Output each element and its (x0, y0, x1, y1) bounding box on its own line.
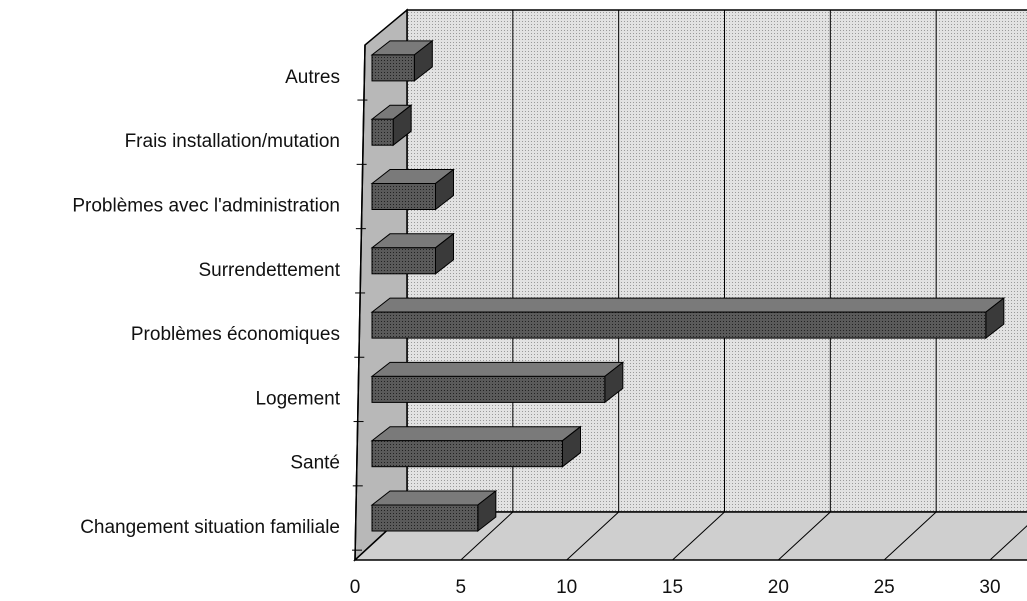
y-tick-label: Surrendettement (198, 260, 340, 281)
floor-grid-line (777, 511, 831, 561)
y-tick-label: Changement situation familiale (80, 517, 340, 538)
floor-grid-line (460, 511, 514, 561)
bar (371, 183, 436, 210)
bar (371, 54, 415, 82)
x-tick-label: 0 (350, 577, 361, 598)
y-tick-label: Problèmes économiques (131, 324, 340, 345)
y-tick-label: Autres (285, 67, 340, 88)
bar (371, 247, 436, 275)
y-tick-label: Frais installation/mutation (125, 131, 340, 152)
floor-grid-line (672, 511, 725, 561)
bar-top (370, 297, 1006, 313)
floor-grid-line (566, 511, 620, 561)
x-tick-label: 25 (874, 577, 895, 598)
bar-top (370, 426, 582, 442)
bar (371, 504, 479, 532)
y-tick-label: Logement (255, 388, 340, 409)
x-tick-label: 20 (768, 577, 789, 598)
x-tick-label: 15 (662, 577, 683, 598)
left-wall (354, 8, 408, 562)
bar-top (370, 361, 625, 377)
bar-top (370, 490, 498, 506)
x-tick-label: 10 (556, 577, 577, 598)
bar (371, 440, 563, 468)
y-tick-label: Problèmes avec l'administration (72, 196, 340, 217)
bar (371, 118, 394, 146)
x-tick-label: 30 (979, 577, 1000, 598)
y-tick-label: Santé (290, 453, 340, 474)
x-tick-label: 5 (456, 577, 467, 598)
bar (371, 375, 606, 403)
floor-grid-line (989, 525, 1027, 561)
bar (371, 311, 987, 339)
floor-grid-line (883, 511, 937, 561)
y-axis (354, 44, 366, 561)
